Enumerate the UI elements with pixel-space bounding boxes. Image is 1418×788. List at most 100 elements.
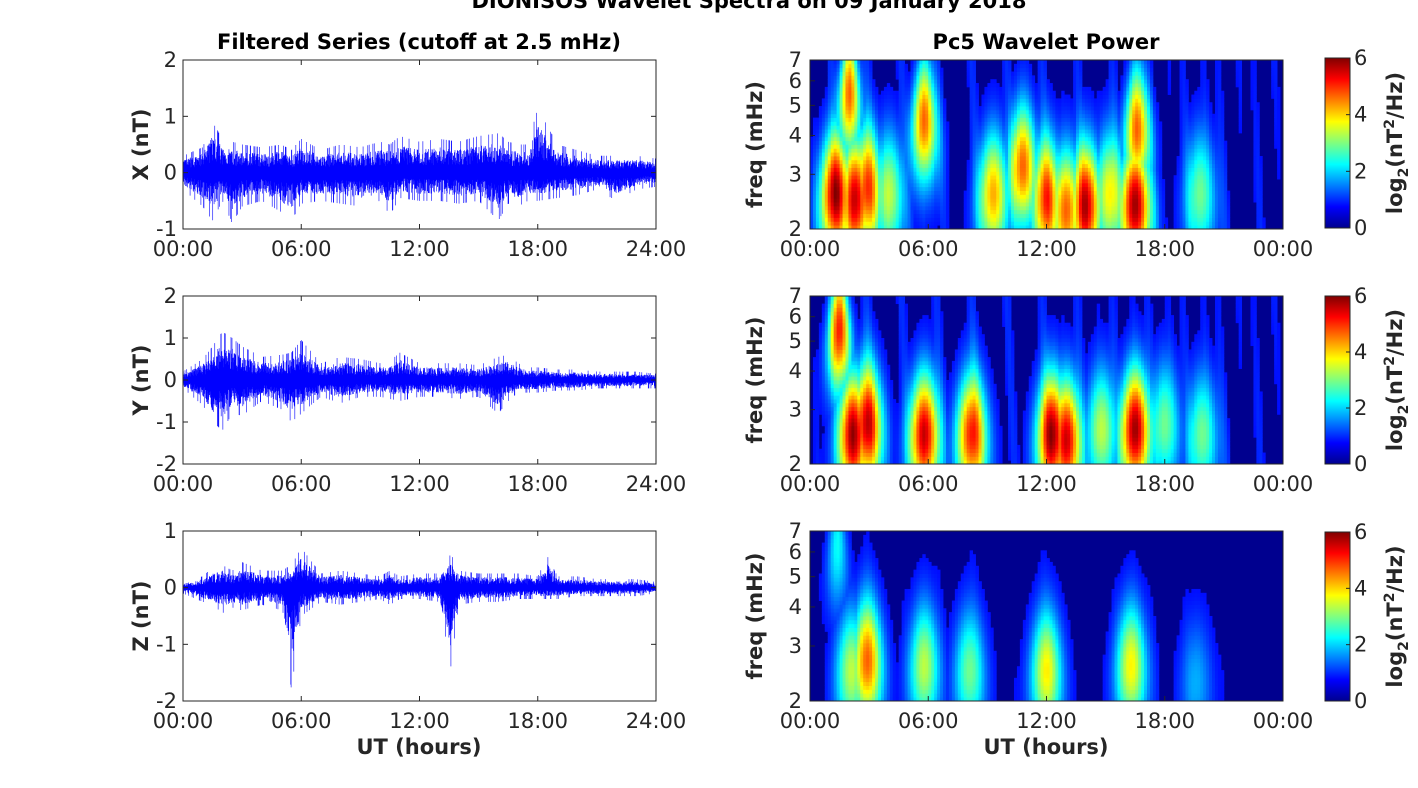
heatmap-cell	[1155, 163, 1160, 168]
heatmap-cell	[984, 140, 988, 145]
heatmap-cell	[895, 186, 900, 191]
heatmap-cell	[928, 190, 932, 195]
heatmap-cell	[1067, 182, 1071, 188]
heatmap-cell	[833, 132, 838, 138]
heatmap-cell	[1034, 217, 1039, 222]
heatmap-cell	[1185, 117, 1189, 122]
heatmap-cell	[922, 171, 926, 176]
heatmap-cell	[1005, 205, 1009, 211]
heatmap-cell	[1073, 125, 1077, 130]
heatmap-cell	[1253, 140, 1257, 145]
heatmap-cell	[990, 198, 994, 203]
heatmap-cell	[1129, 167, 1133, 172]
heatmap-cell	[1126, 205, 1130, 211]
heatmap-cell	[907, 167, 911, 172]
heatmap-cell	[966, 182, 971, 188]
heatmap-cell	[1052, 117, 1056, 122]
heatmap-cell	[839, 125, 843, 130]
heatmap-cell	[860, 113, 864, 119]
heatmap-cell	[1084, 144, 1089, 149]
heatmap-cell	[966, 202, 971, 207]
heatmap-cell	[1123, 163, 1127, 168]
heatmap-cell	[1158, 167, 1163, 172]
heatmap-cell	[1132, 217, 1136, 222]
heatmap-cell	[904, 121, 908, 126]
heatmap-cell	[1061, 113, 1065, 119]
heatmap-cell	[975, 117, 979, 122]
heatmap-cell	[895, 140, 900, 145]
heatmap-cell	[990, 205, 994, 211]
heatmap-cell	[1114, 144, 1118, 149]
heatmap-cell	[889, 213, 894, 218]
heatmap-cell	[1223, 190, 1228, 195]
heatmap-cell	[877, 194, 882, 199]
heatmap-cell	[1141, 121, 1145, 126]
heatmap-cell	[1123, 152, 1127, 157]
heatmap-cell	[1223, 140, 1228, 145]
heatmap-cell	[1108, 209, 1112, 215]
heatmap-cell	[981, 167, 985, 172]
heatmap-cell	[1185, 152, 1189, 157]
heatmap-cell	[1138, 167, 1142, 172]
heatmap-cell	[987, 144, 991, 149]
heatmap-cell	[1132, 194, 1136, 199]
heatmap-cell	[984, 179, 988, 184]
heatmap-cell	[1079, 117, 1083, 122]
heatmap-cell	[1076, 186, 1080, 191]
heatmap-cell	[1147, 94, 1151, 99]
heatmap-cell	[1220, 90, 1225, 95]
heatmap-cell	[999, 140, 1003, 145]
heatmap-cell	[877, 175, 882, 180]
heatmap-cell	[1046, 221, 1050, 226]
heatmap-cell	[1037, 144, 1041, 149]
heatmap-cell	[1076, 213, 1080, 218]
heatmap-cell	[1005, 144, 1009, 149]
heatmap-cell	[1152, 190, 1157, 195]
heatmap-cell	[821, 217, 826, 222]
heatmap-cell	[857, 90, 861, 95]
heatmap-cell	[883, 186, 888, 191]
heatmap-cell	[925, 179, 929, 184]
heatmap-cell	[1253, 90, 1257, 95]
heatmap-cell	[866, 90, 870, 95]
heatmap-cell	[851, 202, 855, 207]
heatmap-cell	[1188, 163, 1192, 168]
heatmap-cell	[1090, 156, 1095, 161]
heatmap-cell	[1215, 171, 1219, 176]
heatmap-cell	[1212, 129, 1216, 134]
heatmap-cell	[898, 156, 903, 161]
heatmap-cell	[943, 190, 947, 195]
x-tick-label: 12:00	[389, 237, 450, 261]
heatmap-cell	[1256, 186, 1260, 191]
heatmap-cell	[901, 140, 905, 145]
heatmap-cell	[910, 98, 914, 103]
heatmap-cell	[1141, 144, 1145, 149]
heatmap-cell	[830, 186, 835, 191]
heatmap-cell	[981, 163, 985, 168]
heatmap-cell	[1158, 148, 1163, 153]
heatmap-cell	[901, 117, 905, 122]
heatmap-cell	[913, 109, 917, 115]
heatmap-cell	[1126, 171, 1130, 176]
heatmap-cell	[984, 190, 988, 195]
heatmap-cell	[1022, 90, 1027, 95]
heatmap-cell	[824, 194, 829, 199]
heatmap-cell	[1179, 136, 1183, 142]
heatmap-cell	[1164, 217, 1169, 222]
heatmap-cell	[975, 98, 979, 103]
heatmap-cell	[1087, 217, 1092, 222]
heatmap-cell	[1182, 213, 1186, 218]
heatmap-cell	[1049, 190, 1053, 195]
heatmap-cell	[812, 221, 817, 226]
heatmap-cell	[857, 213, 861, 218]
heatmap-cell	[1111, 209, 1115, 215]
heatmap-cell	[1087, 136, 1092, 142]
heatmap-cell	[854, 121, 858, 126]
heatmap-cell	[1117, 175, 1121, 180]
heatmap-cell	[966, 159, 971, 165]
heatmap-cell	[904, 129, 908, 134]
heatmap-cell	[972, 98, 976, 103]
heatmap-cell	[863, 209, 867, 215]
heatmap-cell	[845, 190, 849, 195]
heatmap-cell	[1259, 171, 1263, 176]
